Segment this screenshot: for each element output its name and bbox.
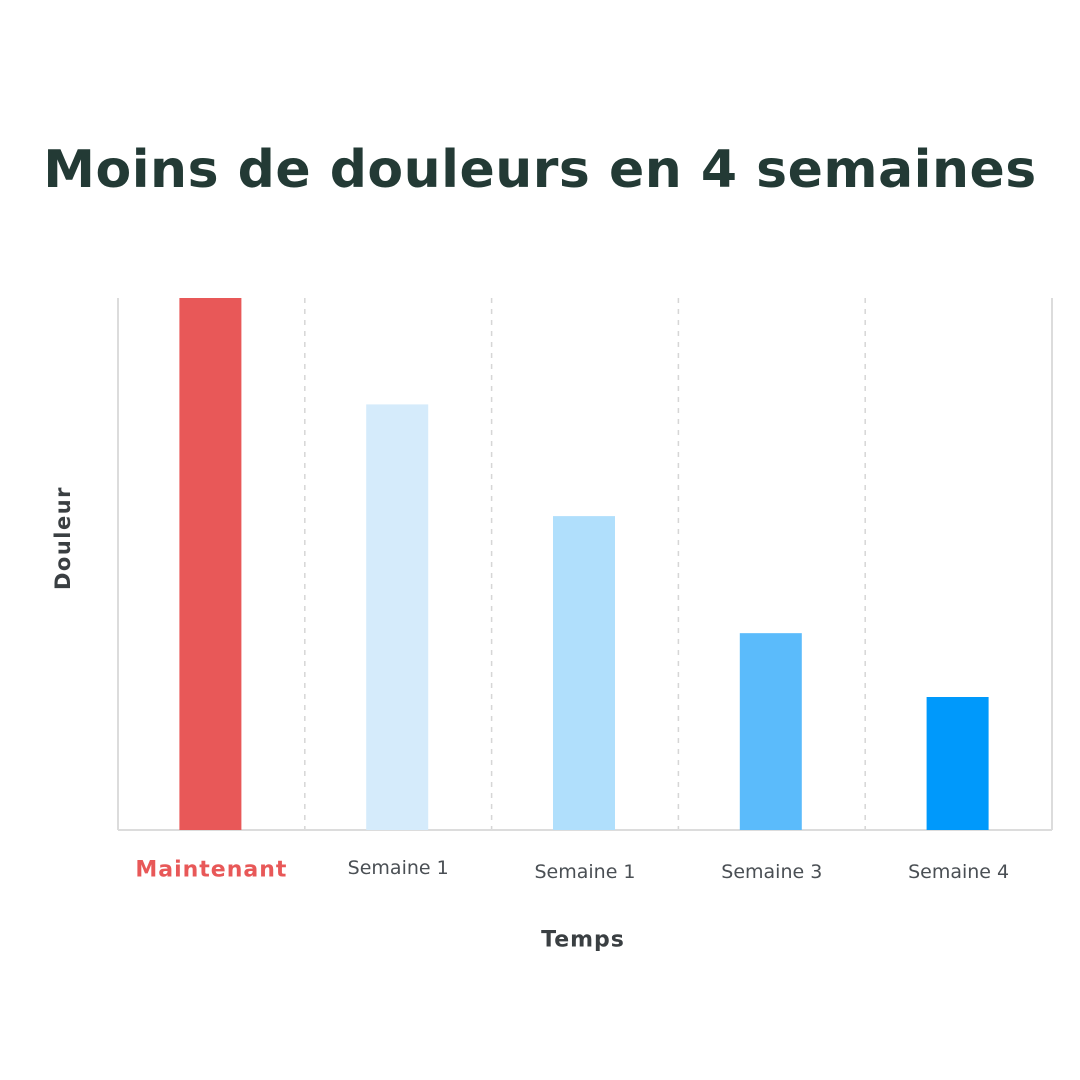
bar-5	[926, 697, 989, 830]
x-tick-label: Semaine 3	[721, 861, 823, 883]
x-tick-label: Semaine 1	[534, 861, 636, 883]
y-axis-label: Douleur	[51, 485, 75, 591]
x-tick-label: Semaine 4	[908, 861, 1010, 883]
bar-3	[553, 516, 615, 830]
bar-2	[366, 404, 429, 830]
x-tick-label: Semaine 1	[347, 857, 449, 879]
x-axis-label: Temps	[541, 927, 625, 953]
bar-4	[739, 633, 802, 830]
chart-title: Moins de douleurs en 4 semaines	[43, 140, 1037, 200]
bar-1	[179, 298, 242, 830]
x-tick-label: Maintenant	[135, 857, 288, 883]
